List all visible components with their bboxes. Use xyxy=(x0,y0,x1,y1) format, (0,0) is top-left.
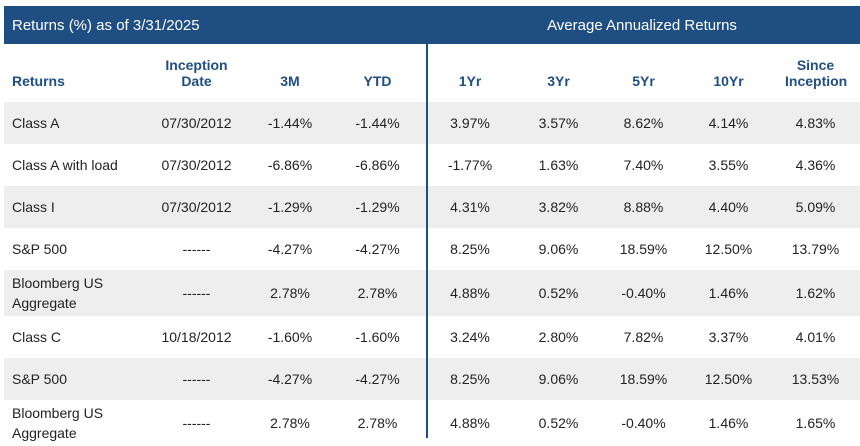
table-row: Bloomberg US Aggregate ------ 2.78% 2.78… xyxy=(4,270,860,316)
return-cell: 12.50% xyxy=(686,358,771,400)
table-row: Class A 07/30/2012 -1.44% -1.44% 3.97% 3… xyxy=(4,102,860,144)
row-label: Class A xyxy=(4,102,144,144)
col-header-1yr: 1Yr xyxy=(458,73,482,89)
return-cell: 4.40% xyxy=(686,186,771,228)
returns-table: Returns Inception Date 3M YTD 1Yr 3Yr 5Y… xyxy=(4,44,860,446)
return-cell: 7.40% xyxy=(623,157,664,173)
table-row: Class A with load 07/30/2012 -6.86% -6.8… xyxy=(4,144,860,186)
inception-date-cell: 07/30/2012 xyxy=(144,186,249,228)
col-header-3yr: 3Yr xyxy=(547,73,570,89)
return-cell: 2.78% xyxy=(357,415,398,431)
return-cell: -4.27% xyxy=(355,241,400,257)
col-header-returns: Returns xyxy=(12,73,65,89)
return-cell: 4.14% xyxy=(686,102,771,144)
returns-title: Returns (%) as of 3/31/2025 xyxy=(12,16,200,34)
return-cell: 4.83% xyxy=(771,102,860,144)
inception-date-cell: 07/30/2012 xyxy=(161,157,232,173)
inception-date-cell: ------ xyxy=(144,270,249,316)
return-cell: 2.78% xyxy=(331,270,424,316)
table-row: Bloomberg US Aggregate ------ 2.78% 2.78… xyxy=(4,400,860,446)
return-cell: 12.50% xyxy=(704,241,753,257)
return-cell: 13.79% xyxy=(791,241,840,257)
return-cell: 18.59% xyxy=(601,358,686,400)
return-cell: 3.82% xyxy=(516,186,601,228)
inception-date-cell: ------ xyxy=(182,415,211,431)
section-divider xyxy=(426,44,428,438)
return-cell: 1.46% xyxy=(708,415,749,431)
return-cell: 4.36% xyxy=(795,157,836,173)
return-cell: 1.63% xyxy=(538,157,579,173)
return-cell: 9.06% xyxy=(516,358,601,400)
row-label: Bloomberg US Aggregate xyxy=(12,405,104,441)
return-cell: 4.31% xyxy=(424,186,516,228)
col-header-5yr: 5Yr xyxy=(632,73,655,89)
col-header-ytd: YTD xyxy=(363,73,392,89)
inception-date-cell: ------ xyxy=(144,358,249,400)
table-row: Class C 10/18/2012 -1.60% -1.60% 3.24% 2… xyxy=(4,316,860,358)
row-label: Class A with load xyxy=(12,157,118,173)
return-cell: -4.27% xyxy=(331,358,424,400)
row-label: Class C xyxy=(12,329,62,345)
return-cell: 3.37% xyxy=(708,329,749,345)
return-cell: 8.25% xyxy=(450,241,490,257)
return-cell: -1.60% xyxy=(355,329,400,345)
return-cell: 18.59% xyxy=(619,241,668,257)
title-bar: Returns (%) as of 3/31/2025 Average Annu… xyxy=(4,6,860,44)
return-cell: 7.82% xyxy=(623,329,664,345)
return-cell: 3.24% xyxy=(450,329,490,345)
return-cell: 4.88% xyxy=(424,270,516,316)
return-cell: 3.57% xyxy=(516,102,601,144)
return-cell: 13.53% xyxy=(771,358,860,400)
return-cell: 9.06% xyxy=(538,241,579,257)
return-cell: -4.27% xyxy=(267,241,313,257)
return-cell: -1.77% xyxy=(447,157,493,173)
return-cell: -6.86% xyxy=(267,157,313,173)
return-cell: 1.65% xyxy=(795,415,836,431)
table-row: Class I 07/30/2012 -1.29% -1.29% 4.31% 3… xyxy=(4,186,860,228)
col-header-10yr: 10Yr xyxy=(713,73,744,89)
row-label: Class I xyxy=(4,186,144,228)
inception-date-cell: 07/30/2012 xyxy=(144,102,249,144)
return-cell: -1.44% xyxy=(249,102,331,144)
return-cell: 2.78% xyxy=(270,415,310,431)
return-cell: 4.88% xyxy=(450,415,490,431)
inception-date-cell: ------ xyxy=(182,241,211,257)
return-cell: -6.86% xyxy=(355,157,400,173)
return-cell: 3.97% xyxy=(424,102,516,144)
return-cell: -4.27% xyxy=(249,358,331,400)
col-header-3m: 3M xyxy=(280,73,300,89)
return-cell: 4.01% xyxy=(795,329,836,345)
table-row: S&P 500 ------ -4.27% -4.27% 8.25% 9.06%… xyxy=(4,358,860,400)
return-cell: 0.52% xyxy=(516,270,601,316)
return-cell: 8.88% xyxy=(601,186,686,228)
return-cell: 8.62% xyxy=(601,102,686,144)
return-cell: 8.25% xyxy=(424,358,516,400)
return-cell: -1.60% xyxy=(267,329,313,345)
return-cell: 2.78% xyxy=(249,270,331,316)
return-cell: -0.40% xyxy=(601,270,686,316)
return-cell: 1.62% xyxy=(771,270,860,316)
return-cell: -0.40% xyxy=(621,415,666,431)
col-header-since-inception: Since Inception xyxy=(785,57,848,89)
return-cell: 5.09% xyxy=(771,186,860,228)
inception-date-cell: 10/18/2012 xyxy=(161,329,232,345)
return-cell: -1.44% xyxy=(331,102,424,144)
return-cell: 1.46% xyxy=(686,270,771,316)
return-cell: 3.55% xyxy=(708,157,749,173)
table-row: S&P 500 ------ -4.27% -4.27% 8.25% 9.06%… xyxy=(4,228,860,270)
return-cell: -1.29% xyxy=(249,186,331,228)
return-cell: 2.80% xyxy=(538,329,579,345)
row-label: S&P 500 xyxy=(12,241,68,257)
row-label: Bloomberg US Aggregate xyxy=(4,270,144,316)
row-label: S&P 500 xyxy=(4,358,144,400)
return-cell: -1.29% xyxy=(331,186,424,228)
column-header-row: Returns Inception Date 3M YTD 1Yr 3Yr 5Y… xyxy=(4,44,860,102)
annualized-returns-title: Average Annualized Returns xyxy=(547,16,737,34)
return-cell: 0.52% xyxy=(538,415,579,431)
returns-panel: Returns (%) as of 3/31/2025 Average Annu… xyxy=(4,0,860,446)
col-header-inception-date: Inception Date xyxy=(165,57,228,89)
